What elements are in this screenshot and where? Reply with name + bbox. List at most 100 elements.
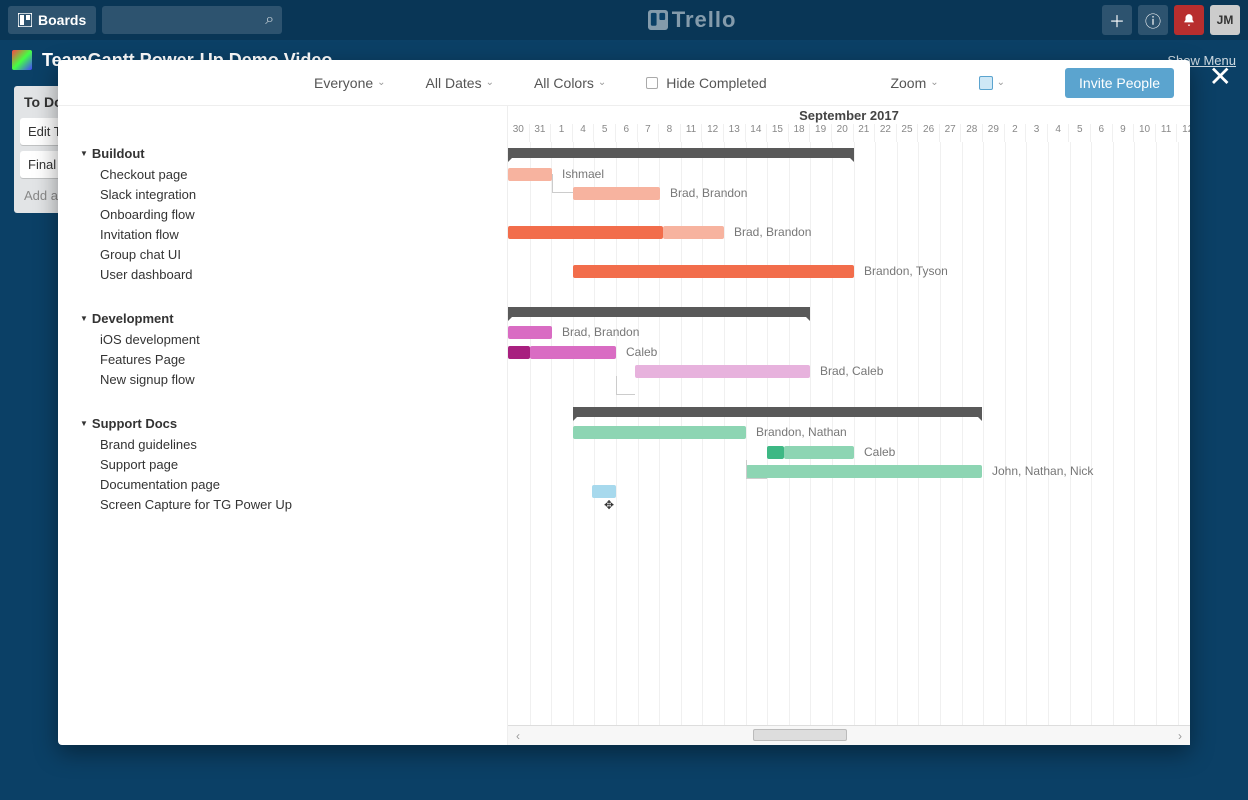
- boards-button[interactable]: Boards: [8, 6, 96, 34]
- month-label: September 2017: [508, 106, 1190, 124]
- gantt-bar[interactable]: [508, 346, 530, 359]
- day-header-cell: 25: [897, 124, 919, 142]
- brand-text: Trello: [672, 7, 737, 33]
- zoom-control[interactable]: Zoom⌄: [890, 75, 938, 91]
- horizontal-scrollbar[interactable]: ‹ ›: [508, 725, 1190, 745]
- assignee-label: Caleb: [626, 345, 657, 359]
- gantt-bar[interactable]: [573, 265, 854, 278]
- day-header-cell: 10: [1134, 124, 1156, 142]
- day-header-cell: 11: [1156, 124, 1178, 142]
- chevron-down-icon: ⌄: [377, 77, 385, 88]
- task-row-label[interactable]: User dashboard: [58, 265, 507, 285]
- section-header[interactable]: ▼ Support Docs: [58, 412, 507, 435]
- dependency-line: [746, 460, 767, 479]
- gantt-bar[interactable]: [508, 226, 663, 239]
- task-row-label[interactable]: Onboarding flow: [58, 205, 507, 225]
- group-summary-bar[interactable]: [508, 307, 810, 317]
- info-button[interactable]: ⓘ: [1138, 5, 1168, 35]
- gantt-bar[interactable]: [530, 346, 616, 359]
- search-input[interactable]: ⌕: [102, 6, 282, 34]
- assignee-label: Brad, Brandon: [734, 225, 811, 239]
- notifications-button[interactable]: [1174, 5, 1204, 35]
- gantt-bar[interactable]: [663, 226, 724, 239]
- day-header-cell: 28: [961, 124, 983, 142]
- scroll-left-arrow[interactable]: ‹: [508, 729, 528, 743]
- day-header-cell: 4: [573, 124, 595, 142]
- task-row-label[interactable]: Brand guidelines: [58, 435, 507, 455]
- day-header-cell: 5: [1069, 124, 1091, 142]
- day-header-cell: 15: [767, 124, 789, 142]
- day-header-cell: 18: [789, 124, 811, 142]
- filter-label: Everyone: [314, 75, 373, 91]
- day-header-cell: 12: [702, 124, 724, 142]
- assignee-label: Brad, Caleb: [820, 364, 883, 378]
- gantt-bar[interactable]: [767, 446, 784, 459]
- modal-toolbar: Everyone ⌄ All Dates⌄ All Colors ⌄ Hide Co…: [58, 60, 1190, 106]
- collapse-icon: ▼: [80, 149, 88, 158]
- gantt-bar[interactable]: [746, 465, 982, 478]
- group-summary-bar[interactable]: [508, 148, 854, 158]
- gantt-bar[interactable]: [592, 485, 616, 498]
- app-header: Boards ⌕ Trello ＋ ⓘ JM: [0, 0, 1248, 40]
- header-left: Boards ⌕: [8, 6, 282, 34]
- board-color-icon: [12, 50, 32, 70]
- chevron-down-icon: ⌄: [997, 77, 1005, 88]
- filter-colors[interactable]: All Colors ⌄: [534, 75, 606, 91]
- filter-label: All Colors: [534, 75, 594, 91]
- day-header-cell: 6: [1091, 124, 1113, 142]
- dependency-line: [552, 174, 573, 193]
- close-modal-button[interactable]: ✕: [1209, 60, 1232, 93]
- day-header-cell: 3: [1026, 124, 1048, 142]
- invite-button[interactable]: Invite People: [1065, 68, 1174, 98]
- day-header-cell: 13: [724, 124, 746, 142]
- gantt-bar[interactable]: [508, 326, 552, 339]
- assignee-label: Brad, Brandon: [562, 325, 639, 339]
- boards-label: Boards: [38, 12, 86, 28]
- day-header-cell: 30: [508, 124, 530, 142]
- filter-dates[interactable]: All Dates⌄: [426, 75, 494, 91]
- scroll-thumb[interactable]: [753, 729, 847, 741]
- task-row-label[interactable]: Support page: [58, 455, 507, 475]
- day-header-cell: 21: [854, 124, 876, 142]
- filter-everyone[interactable]: Everyone ⌄: [314, 75, 386, 91]
- task-row-label[interactable]: Invitation flow: [58, 225, 507, 245]
- gantt-bar[interactable]: [635, 365, 810, 378]
- day-header-cell: 5: [594, 124, 616, 142]
- hide-completed-label: Hide Completed: [666, 75, 766, 91]
- task-row-label[interactable]: New signup flow: [58, 370, 507, 390]
- assignee-label: Brad, Brandon: [670, 186, 747, 200]
- chevron-down-icon: ⌄: [930, 77, 938, 88]
- day-header-cell: 8: [659, 124, 681, 142]
- day-header-cell: 7: [638, 124, 660, 142]
- section-header[interactable]: ▼ Buildout: [58, 142, 507, 165]
- user-avatar[interactable]: JM: [1210, 5, 1240, 35]
- task-row-label[interactable]: Slack integration: [58, 185, 507, 205]
- task-row-label[interactable]: iOS development: [58, 330, 507, 350]
- task-row-label[interactable]: Features Page: [58, 350, 507, 370]
- zoom-color[interactable]: ⌄: [979, 76, 1005, 90]
- day-header-cell: 6: [616, 124, 638, 142]
- gantt-bar[interactable]: [784, 446, 854, 459]
- task-row-label[interactable]: Documentation page: [58, 475, 507, 495]
- chevron-down-icon: ⌄: [598, 77, 606, 88]
- gantt-bar[interactable]: [508, 168, 552, 181]
- day-header-cell: 27: [940, 124, 962, 142]
- scroll-right-arrow[interactable]: ›: [1170, 729, 1190, 743]
- gantt-bar[interactable]: [573, 426, 746, 439]
- gantt-modal: Everyone ⌄ All Dates⌄ All Colors ⌄ Hide Co…: [58, 60, 1190, 745]
- task-row-label[interactable]: Screen Capture for TG Power Up: [58, 495, 507, 515]
- group-summary-bar[interactable]: [573, 407, 982, 417]
- modal-body: ▼ BuildoutCheckout pageSlack integration…: [58, 106, 1190, 745]
- gantt-chart-panel: September 2017 3031145678111213141518192…: [508, 106, 1190, 745]
- day-header-cell: 2: [1005, 124, 1027, 142]
- section-header[interactable]: ▼ Development: [58, 307, 507, 330]
- chart-grid[interactable]: IshmaelBrad, BrandonBrad, BrandonBrandon…: [508, 142, 1190, 725]
- brand-logo[interactable]: Trello: [648, 7, 737, 33]
- create-button[interactable]: ＋: [1102, 5, 1132, 35]
- task-row-label[interactable]: Group chat UI: [58, 245, 507, 265]
- day-header-cell: 20: [832, 124, 854, 142]
- scroll-track-area[interactable]: [528, 726, 1170, 745]
- gantt-bar[interactable]: [573, 187, 660, 200]
- task-row-label[interactable]: Checkout page: [58, 165, 507, 185]
- hide-completed-toggle[interactable]: Hide Completed: [646, 75, 766, 91]
